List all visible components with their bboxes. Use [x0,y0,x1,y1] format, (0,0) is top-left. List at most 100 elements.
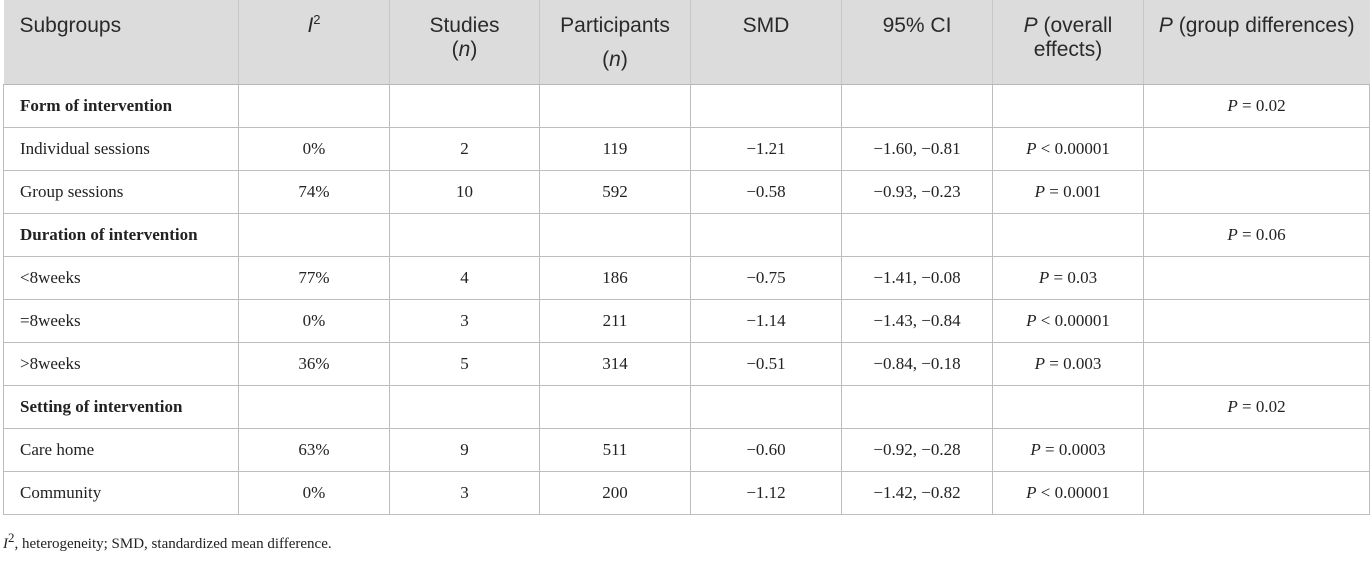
cell-subgroup: Community [3,470,239,515]
cell-p-overall: P = 0.001 [992,169,1144,214]
header-i2: I2 [238,0,390,85]
cell-studies: 3 [389,298,540,343]
header-studies: Studies (n) [389,0,540,85]
header-participants-n: n [609,48,621,71]
table-row: <8weeks 77% 4 186 −0.75 −1.41, −0.08 P = 0.03 [3,255,1370,300]
cell-studies [389,384,540,429]
cell-participants [539,83,691,128]
cell-subgroup: <8weeks [3,255,239,300]
cell-i2 [238,212,390,257]
cell-i2 [238,384,390,429]
cell-ci: −0.84, −0.18 [841,341,993,386]
cell-participants: 211 [539,298,691,343]
cell-p-group: P = 0.06 [1143,212,1370,257]
cell-studies: 2 [389,126,540,171]
header-p-group-label: (group differences) [1172,14,1355,37]
cell-subgroup: =8weeks [3,298,239,343]
cell-smd: −0.51 [690,341,842,386]
header-p-overall-label: (overall effects) [1033,14,1113,61]
cell-studies [389,83,540,128]
cell-participants [539,212,691,257]
header-p-group-p: P [1158,14,1173,37]
cell-p-group [1143,470,1370,515]
cell-participants: 592 [539,169,691,214]
subgroup-analysis-table: Subgroups I2 Studies (n) Participants (n) … [3,0,1370,515]
footnote-i2-symbol: I [3,536,8,552]
cell-studies: 4 [389,255,540,300]
table-body: Form of intervention P = 0.02 Individual s… [3,83,1370,515]
cell-smd: −1.12 [690,470,842,515]
table-footnote: I2, heterogeneity; SMD, standardized mea… [3,531,332,553]
cell-smd [690,83,842,128]
cell-p-overall [992,384,1144,429]
cell-subgroup: Group sessions [3,169,239,214]
cell-subgroup: Setting of intervention [3,384,239,429]
header-participants-label: Participants [560,14,670,37]
cell-participants: 119 [539,126,691,171]
table-header: Subgroups I2 Studies (n) Participants (n) … [3,0,1370,85]
cell-i2: 77% [238,255,390,300]
cell-p-overall [992,83,1144,128]
group-header-row: Setting of intervention P = 0.02 [3,384,1370,429]
cell-ci: −1.41, −0.08 [841,255,993,300]
cell-smd [690,384,842,429]
cell-studies: 3 [389,470,540,515]
footnote-text: , heterogeneity; SMD, standardized mean … [14,536,332,552]
header-row: Subgroups I2 Studies (n) Participants (n) … [3,0,1370,85]
cell-i2: 63% [238,427,390,472]
header-i2-symbol: I [307,14,314,37]
cell-subgroup: Individual sessions [3,126,239,171]
cell-smd [690,212,842,257]
cell-p-overall: P = 0.0003 [992,427,1144,472]
cell-i2: 36% [238,341,390,386]
cell-participants [539,384,691,429]
cell-ci: −1.42, −0.82 [841,470,993,515]
cell-i2: 0% [238,126,390,171]
header-p-overall-p: P [1023,14,1038,37]
cell-ci: −0.92, −0.28 [841,427,993,472]
cell-p-overall: P = 0.03 [992,255,1144,300]
cell-i2: 74% [238,169,390,214]
table-row: Individual sessions 0% 2 119 −1.21 −1.60, −0.… [3,126,1370,171]
cell-ci: −1.43, −0.84 [841,298,993,343]
cell-smd: −0.58 [690,169,842,214]
cell-participants: 511 [539,427,691,472]
header-studies-n: n [458,38,471,61]
cell-smd: −1.14 [690,298,842,343]
table-row: =8weeks 0% 3 211 −1.14 −1.43, −0.84 P < 0.0000… [3,298,1370,343]
cell-i2: 0% [238,470,390,515]
cell-p-group [1143,427,1370,472]
table-row: Community 0% 3 200 −1.12 −1.42, −0.82 P < 0.00… [3,470,1370,515]
cell-ci [841,384,993,429]
cell-p-group [1143,298,1370,343]
header-ci: 95% CI [841,0,993,85]
header-smd: SMD [690,0,842,85]
cell-ci [841,212,993,257]
table-row: Care home 63% 9 511 −0.60 −0.92, −0.28 P = 0.0… [3,427,1370,472]
cell-smd: −1.21 [690,126,842,171]
cell-p-overall [992,212,1144,257]
cell-i2: 0% [238,298,390,343]
cell-participants: 314 [539,341,691,386]
header-p-overall: P (overall effects) [992,0,1144,85]
cell-p-overall: P < 0.00001 [992,298,1144,343]
table-row: Group sessions 74% 10 592 −0.58 −0.93, −0.23 P… [3,169,1370,214]
header-p-group: P (group differences) [1143,0,1370,85]
cell-smd: −0.60 [690,427,842,472]
cell-ci: −1.60, −0.81 [841,126,993,171]
cell-p-group [1143,126,1370,171]
cell-p-overall: P < 0.00001 [992,126,1144,171]
group-header-row: Duration of intervention P = 0.06 [3,212,1370,257]
header-studies-label: Studies [429,14,500,37]
cell-subgroup: Form of intervention [3,83,239,128]
cell-studies: 10 [389,169,540,214]
footnote-i2-superscript: 2 [8,530,15,545]
cell-p-group: P = 0.02 [1143,83,1370,128]
cell-subgroup: Care home [3,427,239,472]
cell-p-group [1143,341,1370,386]
header-i2-superscript: 2 [313,12,321,27]
cell-subgroup: >8weeks [3,341,239,386]
cell-participants: 186 [539,255,691,300]
header-participants: Participants (n) [539,0,691,85]
cell-ci [841,83,993,128]
